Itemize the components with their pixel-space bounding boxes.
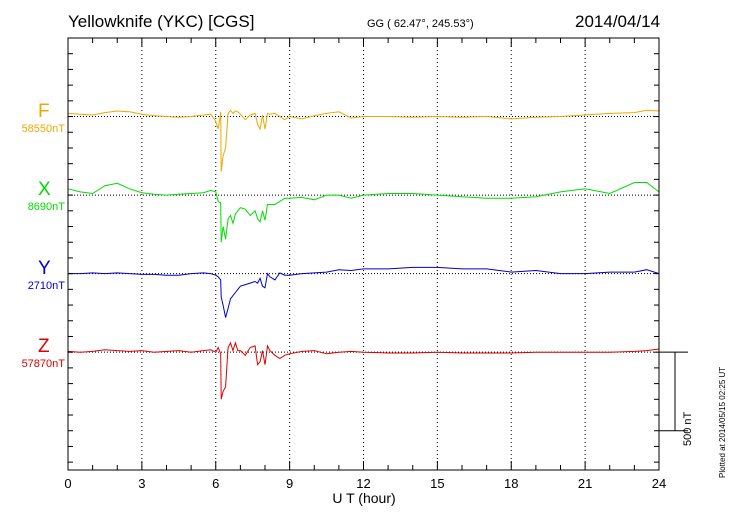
x-tick-label-6: 6	[212, 476, 220, 491]
x-tick-label-0: 0	[64, 476, 72, 491]
scale-bar-label: 500 nT	[682, 411, 694, 446]
series-line-z	[67, 341, 660, 400]
channel-baseline-y: 2710nT	[27, 279, 65, 292]
plotted-timestamp: Plotted at 2014/05/15 02:25 UT	[718, 366, 727, 478]
series-line-y	[68, 266, 660, 318]
series-line-x	[67, 182, 660, 243]
channel-baseline-f: 58550nT	[21, 122, 65, 135]
channel-baseline-z: 57870nT	[21, 358, 65, 371]
x-tick-label-21: 21	[577, 476, 593, 491]
channel-letter-f: F	[38, 100, 50, 122]
grid-lines	[141, 38, 586, 470]
geographic-coordinates: GG ( 62.47°, 245.53°)	[367, 18, 474, 30]
series-lines	[67, 109, 660, 400]
x-tick-label-24: 24	[651, 476, 667, 491]
channel-baseline-x: 8690nT	[27, 201, 65, 214]
plot-date: 2014/04/14	[575, 12, 661, 31]
plot-frame	[67, 37, 660, 471]
scale-bar	[659, 351, 688, 432]
channel-letter-x: X	[38, 179, 51, 201]
x-tick-label-15: 15	[430, 476, 445, 491]
x-tick-label-18: 18	[504, 476, 519, 491]
series-line-f	[67, 109, 660, 172]
channel-letter-z: Z	[38, 336, 50, 358]
x-tick-label-3: 3	[138, 476, 146, 491]
x-tick-label-9: 9	[286, 476, 294, 491]
x-tick-label-12: 12	[356, 476, 371, 491]
station-title: Yellowknife (YKC) [CGS]	[68, 12, 255, 31]
channel-letter-y: Y	[38, 257, 51, 279]
x-axis-label: U T (hour)	[332, 490, 396, 506]
